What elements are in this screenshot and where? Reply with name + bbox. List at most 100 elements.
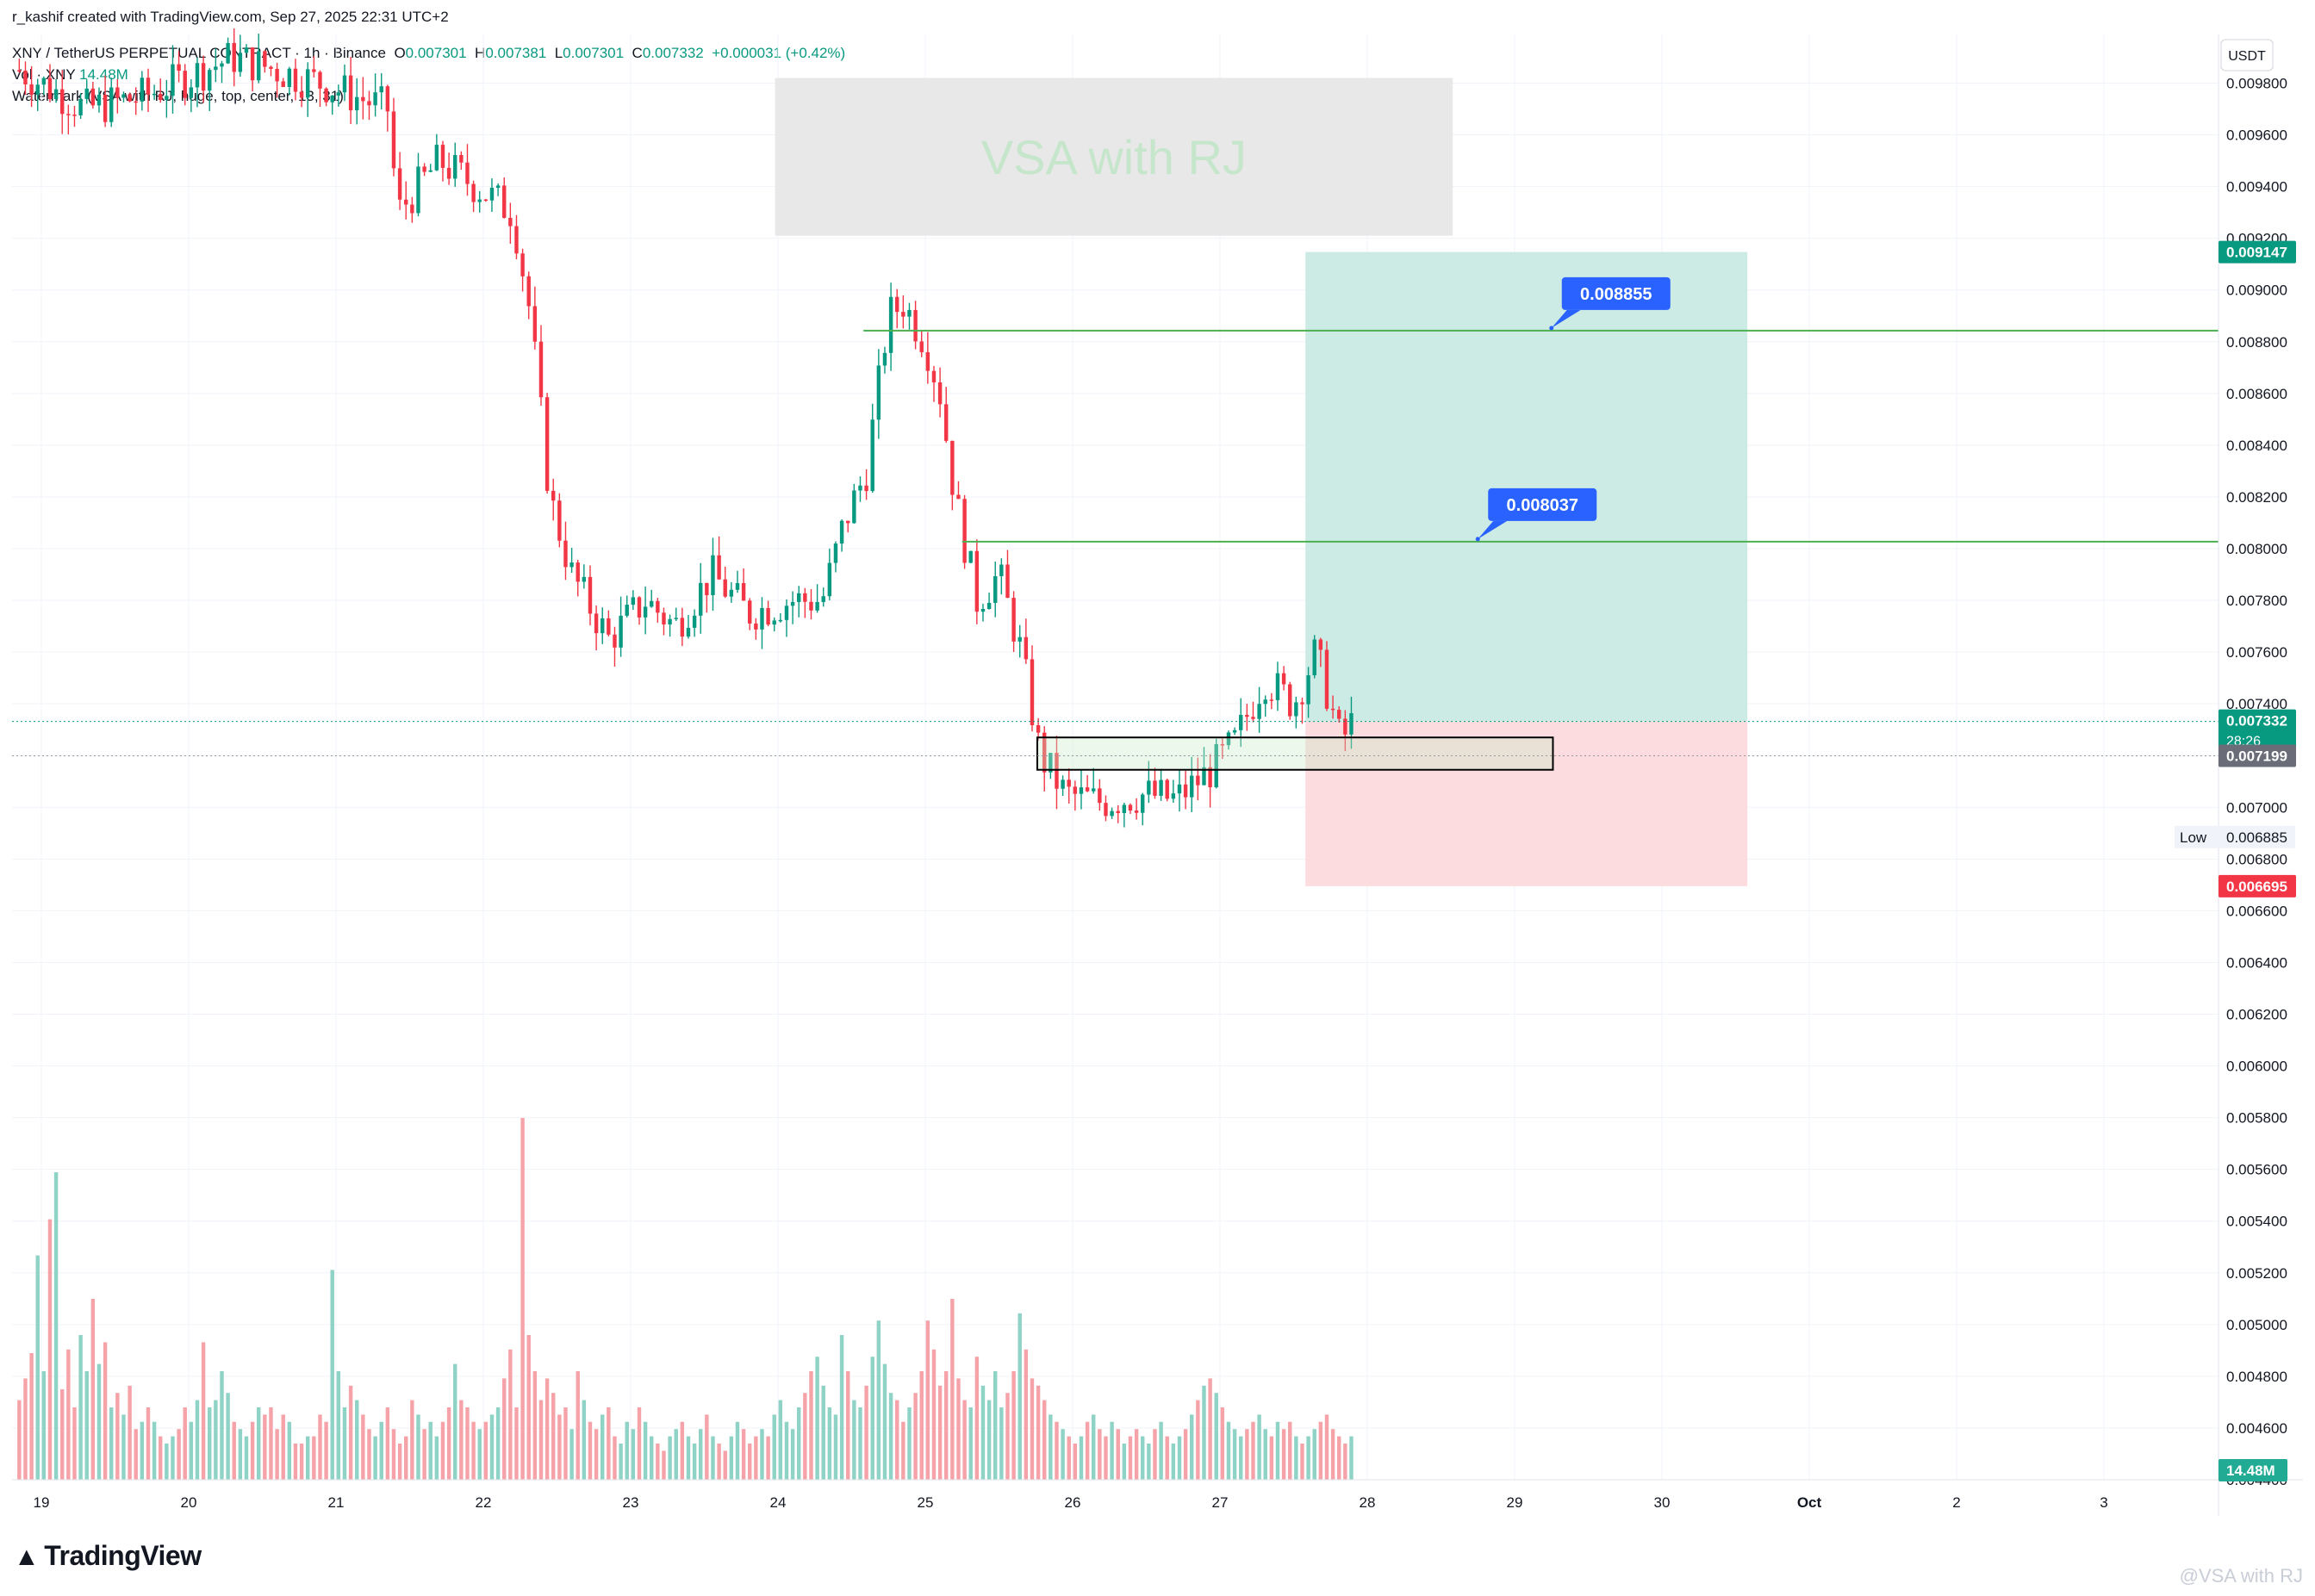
volume-axis-text: 14.48M bbox=[2226, 1462, 2275, 1479]
volume-bar bbox=[643, 1421, 648, 1480]
watermark-indicator-legend[interactable]: Watermark (VSA with RJ, huge, top, cente… bbox=[12, 88, 344, 104]
candle-body bbox=[1017, 637, 1022, 642]
tradingview-logo[interactable]: ▲ TradingView bbox=[14, 1540, 202, 1572]
volume-bar bbox=[1110, 1421, 1114, 1480]
volume-bar bbox=[29, 1353, 34, 1480]
volume-bar bbox=[888, 1393, 893, 1480]
volume-bar bbox=[925, 1320, 930, 1480]
volume-bar bbox=[72, 1407, 77, 1480]
y-tick-label: 0.007600 bbox=[2226, 644, 2287, 661]
volume-legend[interactable]: Vol · XNY 14.48M bbox=[12, 66, 128, 84]
candle-body bbox=[545, 397, 550, 491]
volume-bar bbox=[177, 1429, 181, 1480]
volume-bar bbox=[1263, 1429, 1267, 1480]
candle-body bbox=[306, 69, 310, 98]
candle-body bbox=[576, 562, 580, 582]
candle-body bbox=[772, 620, 776, 625]
candle-body bbox=[526, 276, 531, 307]
volume-bar bbox=[281, 1414, 285, 1480]
candle-body bbox=[674, 618, 678, 619]
volume-bar bbox=[711, 1436, 715, 1480]
volume-bar bbox=[1147, 1444, 1151, 1480]
tradingview-logo-text: TradingView bbox=[44, 1540, 202, 1571]
y-tick-label: 0.006600 bbox=[2226, 903, 2287, 919]
candle-body bbox=[84, 88, 89, 99]
candle-body bbox=[1294, 702, 1298, 717]
candle-body bbox=[1281, 673, 1286, 685]
volume-axis-tag bbox=[2219, 1459, 2287, 1481]
volume-bar bbox=[1257, 1414, 1261, 1480]
candle-body bbox=[312, 69, 316, 72]
candle-body bbox=[397, 168, 402, 200]
volume-bar bbox=[109, 1407, 114, 1480]
volume-bar bbox=[96, 1363, 102, 1480]
volume-bar bbox=[901, 1421, 905, 1480]
axis-price-tag bbox=[2219, 240, 2296, 264]
candle-body bbox=[1318, 639, 1323, 650]
volume-bar bbox=[1275, 1421, 1280, 1480]
candle-body bbox=[1300, 702, 1304, 705]
volume-bar bbox=[748, 1444, 752, 1480]
callout-text: 0.008855 bbox=[1580, 285, 1652, 304]
volume-bar bbox=[852, 1400, 856, 1480]
x-tick-label: 23 bbox=[623, 1494, 639, 1511]
x-tick-label: 22 bbox=[476, 1494, 492, 1511]
candle-body bbox=[882, 352, 887, 366]
low-label-value: 0.006885 bbox=[2226, 829, 2287, 846]
candle-body bbox=[1049, 753, 1053, 773]
volume-bar bbox=[532, 1371, 538, 1480]
symbol-legend[interactable]: XNY / TetherUS PERPETUAL CONTRACT · 1h ·… bbox=[12, 45, 845, 62]
x-tick-label: 19 bbox=[34, 1494, 50, 1511]
volume-bar bbox=[1104, 1436, 1108, 1480]
candle-body bbox=[668, 618, 672, 625]
volume-bar bbox=[974, 1357, 980, 1480]
candle-body bbox=[1141, 794, 1145, 813]
volume-bar bbox=[699, 1429, 703, 1480]
candle-body bbox=[925, 351, 930, 371]
target-zone bbox=[1305, 252, 1748, 722]
candle-body bbox=[483, 199, 489, 202]
open-label: O bbox=[394, 45, 406, 61]
volume-bar bbox=[361, 1414, 365, 1480]
candle-body bbox=[1202, 767, 1206, 786]
open-value: 0.007301 bbox=[405, 45, 467, 61]
corner-watermark: @VSA with RJ bbox=[2179, 1565, 2303, 1587]
volume-bar bbox=[287, 1421, 292, 1480]
axis-price-tag bbox=[2219, 709, 2296, 753]
volume-bar bbox=[582, 1400, 587, 1480]
candle-body bbox=[569, 562, 574, 568]
volume-bar bbox=[538, 1400, 544, 1480]
y-tick-label: 0.006200 bbox=[2226, 1007, 2287, 1023]
candle-body bbox=[152, 93, 157, 96]
volume-bar bbox=[588, 1421, 593, 1480]
volume-bar bbox=[220, 1371, 224, 1480]
volume-bar bbox=[134, 1429, 138, 1480]
volume-bar bbox=[103, 1342, 108, 1480]
volume-bar bbox=[772, 1414, 776, 1480]
volume-bar bbox=[263, 1414, 267, 1480]
volume-bar bbox=[1349, 1436, 1354, 1480]
candle-body bbox=[993, 575, 998, 603]
volume-bar bbox=[275, 1429, 279, 1480]
candle-body bbox=[680, 618, 685, 637]
candle-body bbox=[827, 562, 832, 597]
volume-bar bbox=[1306, 1436, 1310, 1480]
candle-body bbox=[582, 576, 587, 582]
candle-body bbox=[220, 63, 224, 67]
candle-body bbox=[650, 600, 654, 607]
candle-body bbox=[1190, 775, 1194, 798]
candle-body bbox=[489, 188, 495, 201]
volume-bar bbox=[66, 1349, 71, 1480]
y-tick-label: 0.005400 bbox=[2226, 1214, 2287, 1230]
volume-bar bbox=[815, 1357, 819, 1480]
candle-body bbox=[1036, 725, 1041, 733]
volume-bar bbox=[625, 1421, 629, 1480]
candle-body bbox=[348, 75, 353, 111]
candle-body bbox=[557, 500, 562, 541]
candle-body bbox=[748, 600, 752, 624]
axis-price-text: 0.007199 bbox=[2226, 748, 2287, 765]
volume-bar bbox=[778, 1400, 783, 1480]
candle-body bbox=[551, 490, 556, 501]
symbol-title[interactable]: XNY / TetherUS PERPETUAL CONTRACT · 1h ·… bbox=[12, 45, 386, 61]
